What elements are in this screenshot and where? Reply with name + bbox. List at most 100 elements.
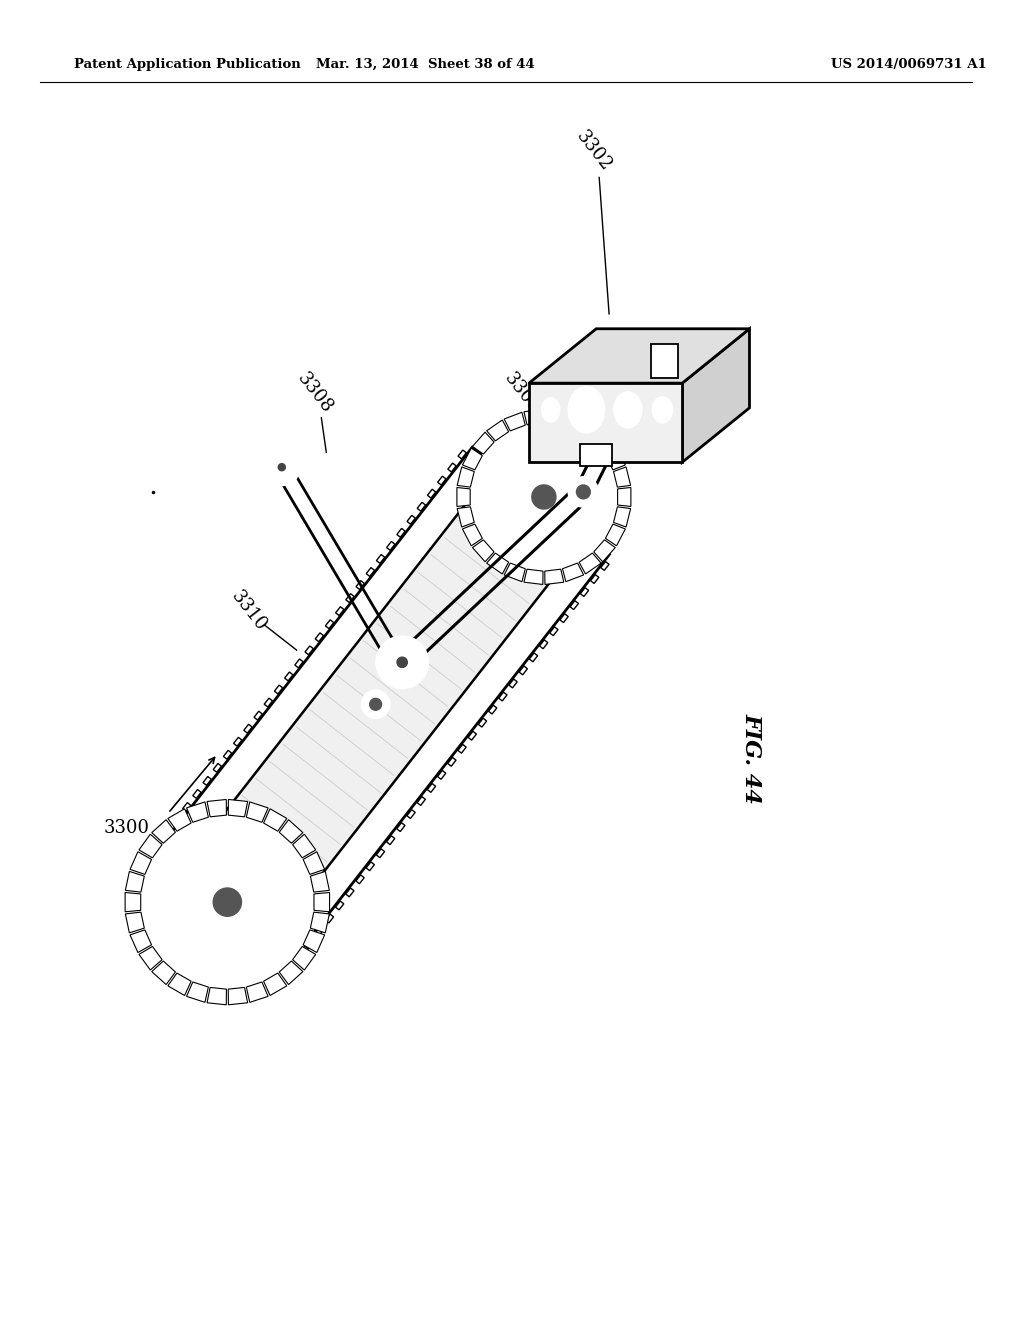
- Polygon shape: [417, 796, 425, 805]
- Polygon shape: [377, 554, 385, 564]
- Polygon shape: [186, 803, 208, 822]
- Polygon shape: [499, 692, 507, 701]
- Circle shape: [370, 698, 382, 710]
- Polygon shape: [437, 771, 445, 779]
- Polygon shape: [478, 718, 486, 727]
- Polygon shape: [594, 432, 615, 454]
- Polygon shape: [213, 763, 221, 772]
- Polygon shape: [504, 564, 525, 582]
- Polygon shape: [336, 607, 344, 615]
- Polygon shape: [427, 784, 435, 792]
- Polygon shape: [186, 982, 208, 1002]
- Polygon shape: [529, 383, 682, 462]
- Polygon shape: [130, 851, 152, 874]
- Polygon shape: [223, 750, 231, 759]
- Polygon shape: [346, 594, 354, 602]
- Polygon shape: [594, 540, 615, 562]
- Polygon shape: [207, 800, 226, 817]
- Polygon shape: [168, 973, 191, 995]
- Polygon shape: [591, 574, 599, 583]
- Ellipse shape: [568, 387, 604, 433]
- Circle shape: [531, 484, 556, 510]
- Polygon shape: [254, 711, 262, 719]
- Circle shape: [397, 657, 408, 668]
- Bar: [650, 343, 678, 379]
- Circle shape: [361, 690, 389, 718]
- Polygon shape: [463, 524, 482, 545]
- Polygon shape: [336, 902, 344, 909]
- Polygon shape: [545, 569, 564, 585]
- Polygon shape: [458, 744, 466, 754]
- Circle shape: [470, 422, 618, 572]
- Polygon shape: [545, 409, 564, 425]
- Polygon shape: [387, 541, 395, 550]
- Polygon shape: [303, 929, 325, 953]
- Polygon shape: [519, 667, 527, 675]
- Circle shape: [568, 477, 598, 507]
- Polygon shape: [314, 892, 330, 912]
- Polygon shape: [376, 849, 385, 858]
- Circle shape: [501, 454, 587, 540]
- Text: 3308: 3308: [293, 370, 336, 417]
- Text: 3302: 3302: [572, 127, 614, 174]
- Polygon shape: [468, 731, 476, 741]
- Polygon shape: [524, 569, 543, 585]
- Polygon shape: [247, 803, 268, 822]
- Polygon shape: [293, 946, 315, 970]
- Polygon shape: [139, 834, 162, 858]
- Polygon shape: [274, 685, 283, 694]
- Polygon shape: [305, 940, 313, 949]
- Polygon shape: [207, 987, 226, 1005]
- Polygon shape: [244, 725, 252, 733]
- Polygon shape: [529, 653, 538, 661]
- Circle shape: [389, 649, 415, 675]
- Polygon shape: [437, 477, 445, 484]
- Polygon shape: [407, 515, 416, 524]
- Text: 3300: 3300: [103, 820, 150, 837]
- Polygon shape: [504, 412, 525, 430]
- Polygon shape: [570, 601, 579, 610]
- Polygon shape: [130, 929, 152, 953]
- Polygon shape: [457, 507, 474, 527]
- Polygon shape: [152, 820, 175, 843]
- Polygon shape: [293, 834, 315, 858]
- Polygon shape: [125, 912, 144, 933]
- Polygon shape: [427, 490, 436, 498]
- Polygon shape: [356, 581, 365, 590]
- Polygon shape: [509, 678, 517, 688]
- Polygon shape: [228, 987, 248, 1005]
- Polygon shape: [280, 961, 303, 985]
- Polygon shape: [193, 789, 201, 799]
- Polygon shape: [472, 540, 494, 562]
- Polygon shape: [560, 614, 568, 623]
- Polygon shape: [613, 467, 631, 487]
- Polygon shape: [397, 528, 406, 537]
- Polygon shape: [207, 492, 564, 907]
- Polygon shape: [417, 503, 426, 511]
- Ellipse shape: [652, 397, 673, 422]
- Polygon shape: [540, 640, 548, 648]
- Polygon shape: [457, 487, 470, 507]
- Polygon shape: [605, 447, 626, 470]
- Polygon shape: [367, 568, 375, 577]
- Text: Patent Application Publication: Patent Application Publication: [74, 58, 301, 71]
- Polygon shape: [247, 982, 268, 1002]
- Circle shape: [264, 449, 300, 484]
- Text: Mar. 13, 2014  Sheet 38 of 44: Mar. 13, 2014 Sheet 38 of 44: [315, 58, 535, 71]
- Polygon shape: [162, 447, 609, 952]
- Polygon shape: [581, 587, 589, 597]
- Ellipse shape: [542, 397, 560, 421]
- Polygon shape: [295, 659, 303, 668]
- Circle shape: [273, 458, 291, 477]
- Polygon shape: [580, 420, 601, 441]
- Polygon shape: [486, 420, 509, 441]
- Polygon shape: [280, 820, 303, 843]
- Circle shape: [177, 851, 278, 953]
- Polygon shape: [263, 809, 287, 832]
- Text: 3310: 3310: [228, 587, 270, 634]
- Polygon shape: [407, 809, 415, 818]
- Polygon shape: [486, 553, 509, 574]
- Circle shape: [279, 463, 286, 471]
- Polygon shape: [562, 412, 584, 430]
- Polygon shape: [386, 836, 395, 845]
